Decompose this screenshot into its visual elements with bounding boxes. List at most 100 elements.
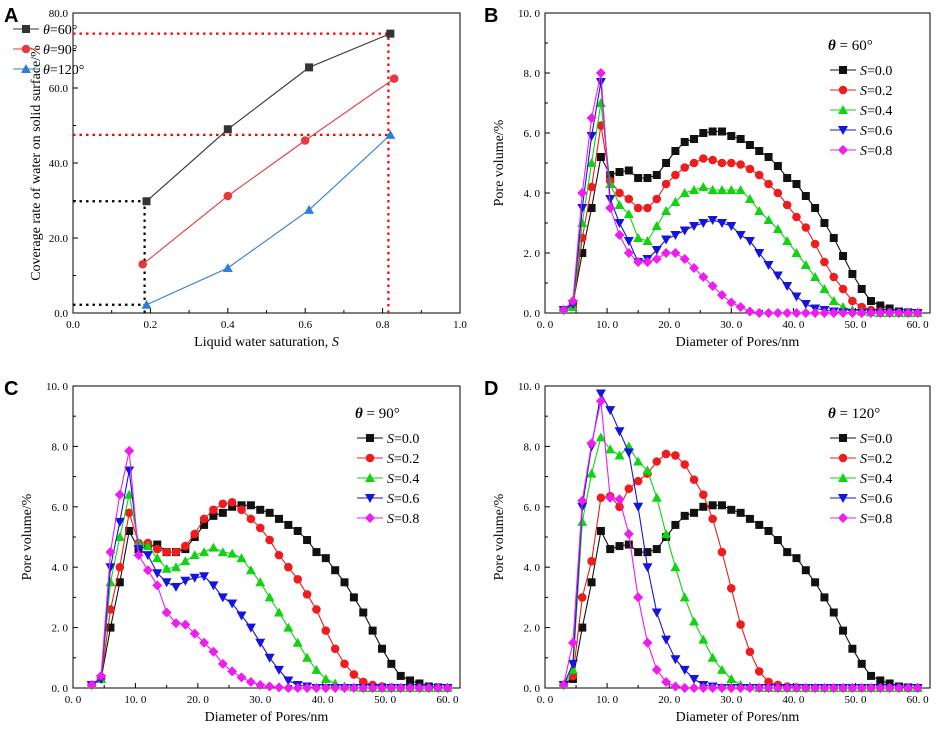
legend-label: S=0.8	[860, 512, 892, 527]
data-point	[763, 215, 774, 224]
data-point	[763, 308, 774, 318]
legend-marker	[838, 126, 848, 135]
data-point	[256, 505, 265, 514]
data-point	[670, 231, 681, 240]
legend-marker	[365, 494, 375, 503]
y-tick-label: 10. 0	[518, 381, 541, 393]
data-point	[358, 683, 369, 693]
data-point	[330, 683, 341, 693]
legend-label: S=0.0	[860, 64, 892, 79]
data-point	[744, 194, 755, 203]
data-point	[587, 182, 596, 192]
data-point	[726, 584, 736, 593]
data-point	[245, 623, 256, 633]
data-point	[274, 550, 284, 560]
legend-item: S=0.0	[357, 432, 419, 447]
data-point	[624, 166, 633, 175]
y-tick-label: 2. 0	[52, 623, 69, 635]
data-point	[670, 197, 681, 206]
data-point	[245, 676, 256, 687]
data-point	[320, 673, 331, 683]
data-point	[848, 644, 857, 653]
data-point	[893, 683, 904, 693]
data-point	[293, 526, 302, 535]
data-point	[283, 683, 294, 693]
data-point	[558, 679, 569, 690]
data-point	[801, 192, 810, 200]
data-point	[389, 74, 399, 83]
data-point	[292, 637, 303, 647]
legend-label: S=0.6	[860, 124, 892, 139]
x-tick-label: 0. 0	[537, 694, 554, 706]
data-point	[689, 185, 700, 194]
legend-label: θ=90°	[43, 43, 77, 58]
data-point	[689, 683, 700, 693]
data-point	[773, 188, 783, 198]
panel-letter: C	[4, 378, 18, 400]
legend-label: S=0.0	[860, 432, 892, 447]
data-point	[255, 523, 265, 533]
data-point	[586, 468, 597, 478]
data-point	[642, 257, 653, 267]
data-point	[829, 272, 839, 282]
data-point	[348, 683, 359, 693]
data-point	[689, 263, 700, 273]
x-tick-label: 20. 0	[187, 694, 210, 706]
data-point	[652, 171, 661, 179]
data-point	[726, 185, 737, 194]
data-point	[227, 666, 238, 677]
data-point	[199, 514, 209, 524]
data-point	[115, 578, 124, 587]
legend-marker	[839, 66, 847, 74]
data-point	[124, 466, 135, 476]
panel-letter: D	[484, 378, 498, 400]
series-1	[138, 74, 399, 269]
y-axis-title: Pore volume/%	[20, 493, 35, 580]
data-point	[208, 542, 219, 552]
data-point	[180, 576, 191, 586]
data-point	[810, 272, 821, 281]
data-point	[223, 125, 232, 134]
data-point	[782, 683, 793, 693]
data-point	[349, 593, 358, 602]
data-point	[745, 514, 754, 523]
data-point	[661, 179, 671, 189]
data-point	[142, 565, 153, 576]
data-point	[567, 296, 578, 306]
data-point	[577, 593, 587, 602]
data-point	[199, 547, 210, 557]
data-point	[670, 248, 681, 258]
legend-item: S=0.8	[357, 512, 419, 527]
y-tick-label: 8. 0	[524, 441, 541, 453]
legend-marker	[838, 494, 848, 503]
data-point	[856, 683, 867, 693]
data-point	[273, 607, 284, 617]
data-point	[848, 270, 857, 278]
legend-item: S=0.4	[830, 472, 892, 487]
legend-marker	[838, 105, 848, 114]
data-point	[385, 129, 396, 139]
legend-label: S=0.2	[860, 84, 892, 99]
data-point	[717, 501, 726, 510]
data-point	[848, 296, 857, 306]
data-point	[726, 222, 737, 231]
legend-item: S=0.2	[830, 452, 892, 467]
data-point	[339, 683, 350, 693]
legend-label: S=0.8	[860, 144, 892, 159]
legend-marker	[365, 513, 375, 523]
data-point	[312, 548, 321, 557]
x-tick-label: 50. 0	[844, 694, 867, 706]
data-point	[180, 556, 191, 566]
data-point	[321, 626, 331, 635]
data-point	[633, 456, 644, 466]
data-point	[707, 683, 718, 693]
legend-item: θ=60°	[13, 23, 77, 38]
y-tick-label: 2. 0	[524, 623, 541, 635]
data-point	[217, 593, 228, 603]
legend-marker	[21, 64, 31, 73]
series-4	[86, 445, 453, 693]
data-point	[698, 182, 709, 191]
legend-label: S=0.4	[387, 472, 419, 487]
data-point	[828, 683, 839, 693]
x-tick-label: 10. 0	[124, 694, 147, 706]
